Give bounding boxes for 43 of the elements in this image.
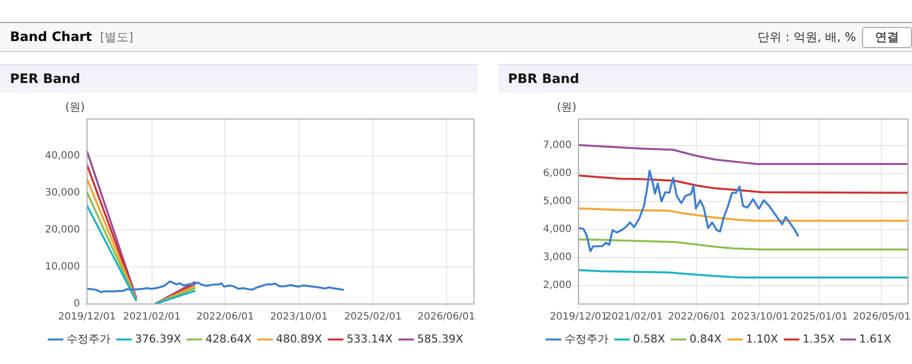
chart-title: PER Band	[0, 64, 478, 93]
legend-label: 585.39X	[417, 332, 464, 346]
legend-label: 1.61X	[859, 332, 892, 346]
legend-label: 533.14X	[346, 332, 394, 346]
legend-label: 376.39X	[135, 332, 182, 346]
legend-label: 0.84X	[690, 332, 722, 346]
y-axis-title: (원)	[65, 100, 85, 114]
text: 연결	[862, 26, 912, 48]
x-tick-label: 2026/06/01	[417, 312, 476, 323]
x-tick-label: 2021/02/01	[122, 312, 181, 323]
x-tick-label: 2025/01/01	[790, 312, 848, 323]
legend-label: 480.89X	[276, 332, 323, 346]
y-tick-label: 2,000	[542, 280, 572, 291]
y-tick-label: 40,000	[44, 150, 80, 162]
x-tick-label: 2023/10/01	[270, 312, 328, 323]
x-tick-label: 2019/12/01	[58, 312, 116, 323]
legend-label: 428.64X	[206, 332, 252, 346]
y-tick-label: 30,000	[44, 188, 80, 199]
legend-label: 수정주가	[66, 332, 110, 346]
legend-label: 0.58X	[633, 332, 666, 346]
y-axis-title: (원)	[556, 100, 576, 114]
y-tick-label: 7,000	[542, 140, 572, 152]
x-tick-label: 2019/12/01	[550, 312, 608, 323]
legend-label: 수정주가	[564, 332, 608, 346]
text: Band Chart	[10, 30, 92, 44]
text: [별도]	[100, 28, 134, 46]
legend-label: 1.10X	[746, 332, 779, 346]
legend-label: 1.35X	[802, 332, 836, 346]
chart-title: PBR Band	[498, 64, 912, 93]
x-tick-label: 2023/10/01	[730, 312, 789, 323]
y-tick-label: 0	[74, 298, 80, 310]
y-tick-label: 4,000	[542, 224, 572, 235]
x-tick-label: 2022/06/01	[668, 312, 726, 323]
y-tick-label: 20,000	[44, 224, 80, 236]
y-tick-label: 10,000	[44, 262, 80, 273]
x-tick-label: 2025/02/01	[344, 312, 402, 323]
y-tick-label: 6,000	[542, 168, 572, 180]
y-tick-label: 3,000	[542, 252, 572, 263]
x-tick-label: 2026/05/01	[852, 312, 911, 323]
x-tick-label: 2022/06/01	[196, 312, 254, 323]
text: 단위 : 억원, 배, %	[758, 28, 856, 46]
x-tick-label: 2021/02/01	[605, 312, 663, 323]
y-tick-label: 5,000	[542, 196, 572, 208]
